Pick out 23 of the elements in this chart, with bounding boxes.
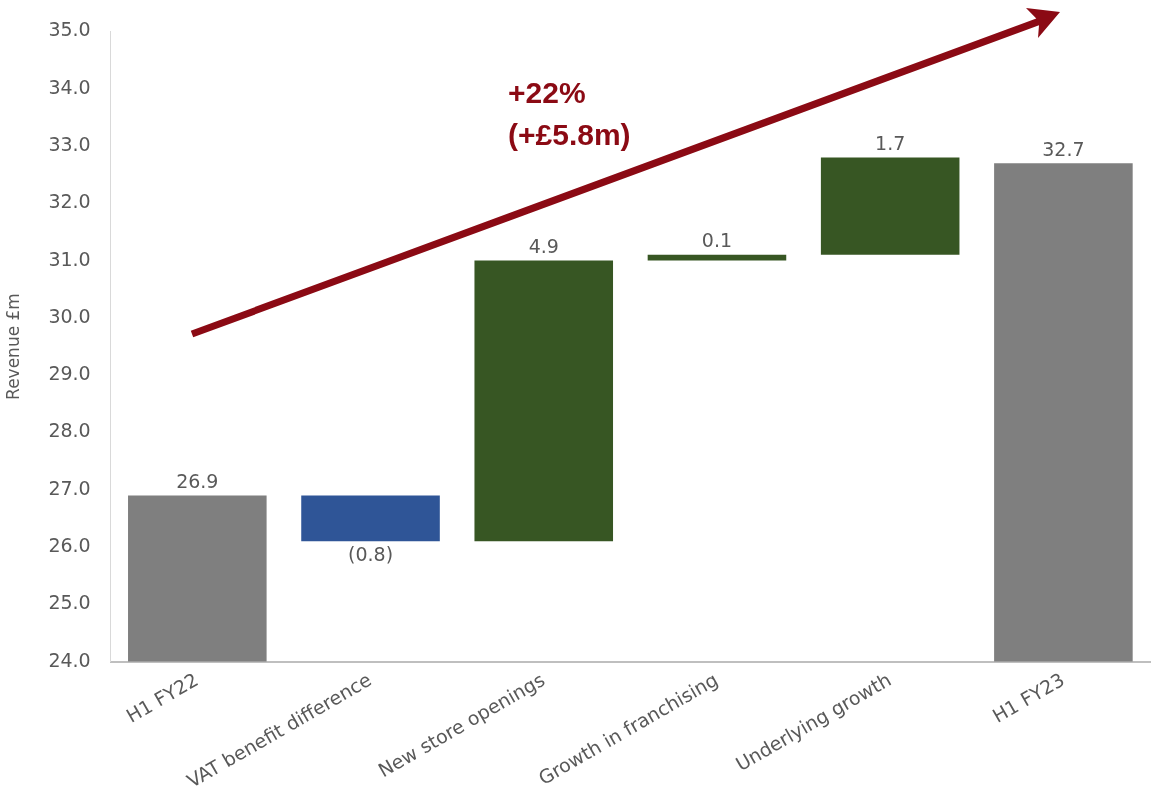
y-tick-label: 32.0 <box>48 190 91 213</box>
data-label: (0.8) <box>348 542 394 565</box>
y-axis-title: Revenue £m <box>2 293 23 400</box>
data-label: 32.7 <box>1042 137 1085 160</box>
y-tick-label: 27.0 <box>48 476 91 499</box>
y-tick-label: 25.0 <box>48 591 91 614</box>
data-label: 4.9 <box>528 235 559 258</box>
y-tick-label: 34.0 <box>48 75 91 98</box>
y-tick-label: 30.0 <box>48 304 91 327</box>
y-tick-label: 29.0 <box>48 362 91 385</box>
x-tick-label: H1 FY23 <box>988 668 1068 727</box>
data-label: 0.1 <box>701 229 733 252</box>
y-tick-label: 33.0 <box>48 132 91 155</box>
data-label: 26.9 <box>176 469 219 492</box>
annotation: +22% <box>508 76 586 110</box>
annotation: (+£5.8m) <box>508 118 631 152</box>
data-label: 1.7 <box>875 131 906 154</box>
x-tick-label: H1 FY22 <box>122 668 202 727</box>
y-tick-label: 31.0 <box>48 247 91 270</box>
y-tick-label: 28.0 <box>48 419 91 442</box>
y-tick-label: 26.0 <box>48 533 91 556</box>
y-tick-label: 35.0 <box>48 18 91 41</box>
y-tick-label: 24.0 <box>48 648 91 671</box>
